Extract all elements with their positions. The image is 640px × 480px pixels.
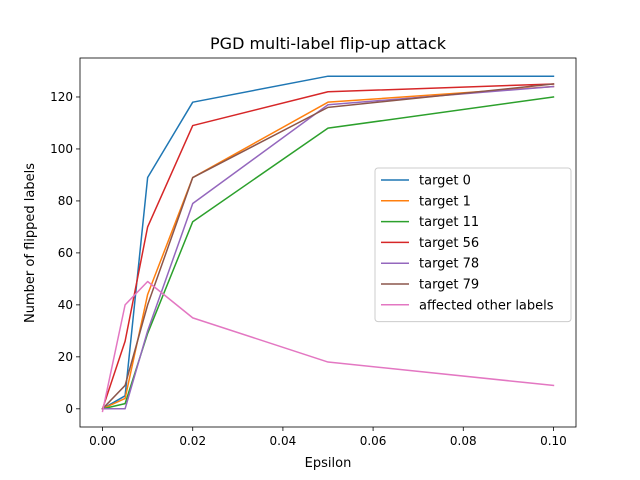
y-tick-label: 40	[58, 298, 73, 312]
legend-box	[374, 167, 572, 323]
y-tick-label: 80	[58, 194, 73, 208]
y-tick-label: 0	[65, 402, 73, 416]
chart-title: PGD multi-label flip-up attack	[210, 34, 447, 53]
x-tick-label: 0.00	[89, 434, 116, 448]
legend-label: target 1	[419, 194, 471, 209]
legend-label: target 0	[419, 174, 471, 189]
legend-label: affected other labels	[419, 298, 554, 313]
series-line-2	[101, 96, 555, 410]
x-tick-label: 0.04	[270, 434, 297, 448]
x-tick-label: 0.06	[360, 434, 387, 448]
legend-label: target 79	[419, 278, 479, 293]
x-axis-label: Epsilon	[305, 456, 352, 471]
series-line-4	[101, 85, 555, 410]
series-line-5	[101, 83, 555, 410]
legend-label: target 56	[419, 236, 479, 251]
x-tick-label: 0.10	[540, 434, 567, 448]
y-tick-label: 100	[50, 142, 73, 156]
legend-label: target 11	[419, 215, 479, 230]
y-axis-label: Number of flipped labels	[23, 163, 38, 323]
x-tick-label: 0.02	[179, 434, 206, 448]
legend-label: target 78	[419, 257, 479, 272]
y-tick-label: 120	[50, 90, 73, 104]
axes-frame	[79, 57, 577, 428]
y-tick-label: 60	[58, 246, 73, 260]
x-tick-label: 0.08	[450, 434, 477, 448]
series-line-1	[101, 85, 555, 410]
legend: target 0 target 1 target 11 target 56 target…	[374, 167, 572, 323]
series-line-3	[101, 83, 555, 410]
plot-area: 0.00 0.02 0.04 0.06 0.08 0.10 0 20 40 60 80 100 120	[50, 57, 577, 448]
y-tick-label: 20	[58, 350, 73, 364]
series-line-6	[101, 280, 555, 413]
series-line-0	[101, 75, 555, 410]
